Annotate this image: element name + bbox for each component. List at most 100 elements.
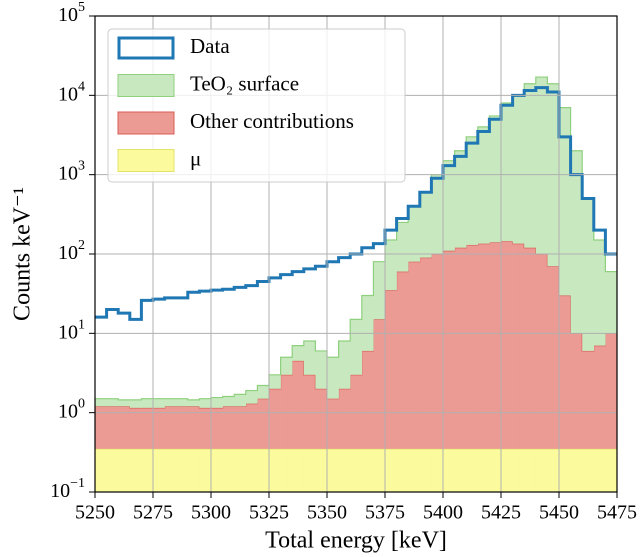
stack-bar — [408, 206, 421, 262]
stack-bar — [443, 250, 455, 449]
stack-bar — [187, 399, 200, 407]
stack-bar — [257, 385, 270, 399]
stack-bar — [431, 174, 444, 254]
stack-bar — [559, 107, 571, 296]
stack-bar — [118, 399, 131, 407]
stack-bar — [535, 448, 548, 492]
y-tick-base: 10 — [58, 83, 78, 105]
stack-bar — [373, 319, 386, 449]
legend-label: Other contributions — [190, 109, 354, 133]
x-tick-label: 5325 — [249, 502, 289, 524]
stack-bar — [582, 448, 595, 492]
stack-bar — [443, 448, 455, 492]
stack-bar — [524, 448, 537, 492]
stack-bar — [153, 398, 165, 408]
y-tick-exponent: 3 — [78, 159, 85, 174]
stack-bar — [466, 448, 479, 492]
y-tick-label: 10−1 — [50, 476, 85, 501]
stack-bar — [408, 261, 421, 449]
stack-bar — [118, 448, 131, 492]
stack-bar — [303, 448, 316, 492]
stack-bar — [303, 341, 316, 375]
stack-bar — [141, 407, 154, 449]
y-tick-exponent: 2 — [78, 238, 85, 253]
stack-bar — [512, 448, 525, 492]
stack-bar — [292, 360, 305, 449]
stack-bar — [385, 448, 397, 492]
stack-bar — [280, 374, 293, 449]
y-tick-label: 103 — [58, 159, 85, 184]
stack-bar — [222, 406, 235, 449]
plot-data — [95, 76, 618, 492]
stack-bar — [570, 448, 583, 492]
stack-bar — [187, 448, 200, 492]
stack-bar — [385, 240, 397, 291]
stack-bar — [327, 398, 339, 449]
y-tick-label: 105 — [58, 0, 85, 25]
y-axis-label: Counts keV⁻¹ — [10, 187, 36, 321]
x-tick-label: 5250 — [75, 502, 115, 524]
stack-bar — [396, 222, 409, 272]
x-tick-label: 5375 — [365, 502, 405, 524]
y-tick-exponent: 1 — [78, 318, 85, 333]
stack-bar — [211, 448, 223, 492]
stack-bar — [582, 198, 595, 351]
stack-bar — [350, 448, 363, 492]
y-tick-base: 10 — [58, 400, 78, 422]
stack-bar — [454, 247, 467, 449]
x-tick-label: 5475 — [597, 502, 637, 524]
stack-bar — [199, 448, 212, 492]
stack-bar — [524, 83, 537, 248]
x-tick-label: 5350 — [307, 502, 347, 524]
stack-bar — [164, 448, 177, 492]
stack-bar — [593, 240, 606, 346]
y-tick-label: 102 — [58, 238, 85, 263]
stack-bar — [593, 345, 606, 449]
stack-bar — [408, 448, 421, 492]
stack-bar — [547, 266, 560, 449]
stack-bar — [350, 374, 363, 449]
stack-bar — [524, 247, 537, 449]
stack-bar — [222, 448, 235, 492]
stack-bar — [593, 448, 606, 492]
stack-bar — [176, 398, 189, 407]
plot-frame — [94, 15, 618, 493]
stack-bar — [129, 448, 142, 492]
stack-bar — [292, 448, 305, 492]
stack-bar — [501, 448, 513, 492]
stack-bar — [477, 243, 490, 449]
stack-bar — [535, 77, 548, 254]
stack-bar — [477, 126, 490, 244]
stack-bar — [199, 398, 212, 408]
stack-bar — [489, 448, 502, 492]
stack-bar — [106, 398, 119, 407]
stack-bar — [141, 448, 154, 492]
stack-bar — [327, 448, 339, 492]
x-tick-label: 5400 — [423, 502, 463, 524]
y-tick-label: 101 — [58, 318, 85, 343]
stack-bar — [280, 448, 293, 492]
y-tick-base: 10 — [58, 4, 78, 26]
stack-bar — [257, 398, 270, 449]
stack-bar — [501, 103, 513, 242]
stack-bar — [489, 242, 502, 449]
stack-bar — [176, 448, 189, 492]
stack-bar — [512, 95, 525, 244]
stack-bar — [327, 357, 339, 399]
x-tick-label: 5425 — [481, 502, 521, 524]
stack-bar — [373, 261, 386, 320]
stack-bar — [419, 448, 432, 492]
x-tick-label: 5450 — [539, 502, 579, 524]
stack-bar — [466, 244, 479, 449]
stack-bar — [419, 192, 432, 258]
stack-bar — [559, 448, 571, 492]
stack-bar — [501, 241, 513, 449]
stack-bar — [106, 448, 119, 492]
stack-bar — [315, 388, 328, 449]
x-tick-label: 5300 — [191, 502, 231, 524]
stack-bar — [280, 357, 293, 375]
stack-bar — [234, 448, 247, 492]
stack-bar — [153, 407, 165, 449]
stack-bar — [315, 350, 328, 389]
